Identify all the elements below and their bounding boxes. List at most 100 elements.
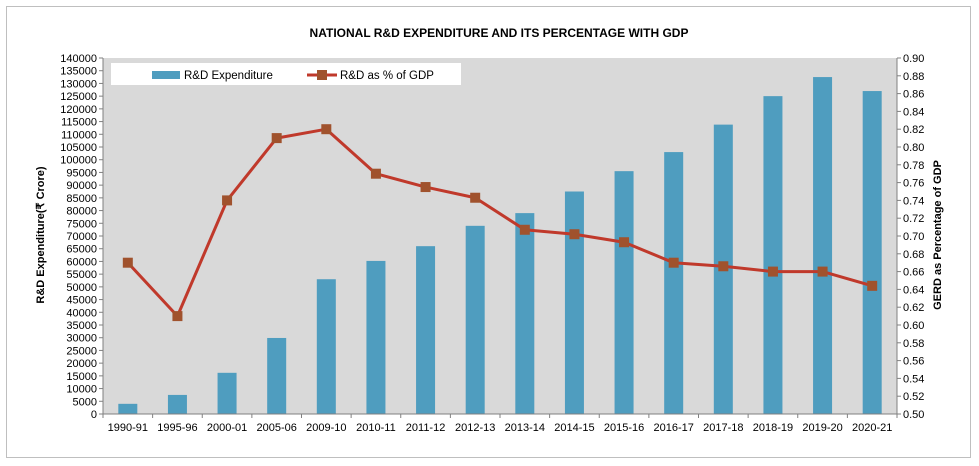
- bar: [813, 77, 833, 415]
- y-left-tick-label: 40000: [66, 307, 97, 319]
- y-right-tick-label: 0.76: [903, 178, 924, 190]
- line-point: [122, 257, 133, 268]
- bar: [167, 394, 187, 414]
- line-point: [271, 133, 282, 144]
- x-tick-label: 1990-91: [108, 422, 148, 434]
- y-right-tick-label: 0.88: [903, 71, 924, 83]
- y-left-tick-label: 0: [91, 409, 97, 421]
- y-right-tick-label: 0.62: [903, 302, 924, 314]
- y-right-tick-label: 0.86: [903, 89, 924, 101]
- y-left-tick-label: 80000: [66, 206, 97, 218]
- y-left-tick-label: 25000: [66, 345, 97, 357]
- y-left-tick-label: 60000: [66, 256, 97, 268]
- y-right-tick-label: 0.56: [903, 356, 924, 368]
- bar: [217, 372, 237, 414]
- bar: [515, 213, 535, 414]
- axes: 0500010000150002000025000300003500040000…: [60, 53, 924, 434]
- y-left-tick-label: 20000: [66, 358, 97, 370]
- y-right-tick-label: 0.84: [903, 106, 924, 118]
- x-tick-label: 2000-01: [207, 422, 247, 434]
- x-tick-label: 2017-18: [703, 422, 743, 434]
- x-tick-label: 2019-20: [802, 422, 842, 434]
- y-left-tick-label: 130000: [60, 78, 97, 90]
- y-left-tick-label: 70000: [66, 231, 97, 243]
- chart-svg: NATIONAL R&D EXPENDITURE AND ITS PERCENT…: [35, 26, 944, 434]
- legend-label-bar: R&D Expenditure: [184, 70, 273, 82]
- x-tick-label: 2015-16: [604, 422, 644, 434]
- bar: [118, 403, 138, 414]
- x-tick-label: 2020-21: [852, 422, 892, 434]
- y-right-tick-label: 0.72: [903, 213, 924, 225]
- bar: [564, 191, 584, 414]
- y-axis-left-title: R&D Expenditure(₹ Crore): [35, 166, 47, 304]
- y-left-tick-label: 10000: [66, 384, 97, 396]
- line-point: [718, 261, 729, 272]
- legend-label-line: R&D as % of GDP: [340, 70, 434, 82]
- line-point: [668, 257, 679, 268]
- y-left-tick-label: 135000: [60, 66, 97, 78]
- y-right-tick-label: 0.80: [903, 142, 924, 154]
- y-right-tick-label: 0.78: [903, 160, 924, 172]
- y-left-tick-label: 35000: [66, 320, 97, 332]
- line-point: [867, 280, 878, 291]
- bar: [416, 246, 436, 414]
- legend: R&D Expenditure R&D as % of GDP: [111, 63, 461, 85]
- y-left-tick-label: 120000: [60, 104, 97, 116]
- bar: [664, 152, 684, 415]
- x-tick-label: 2010-11: [356, 422, 396, 434]
- y-left-tick-label: 115000: [61, 117, 97, 129]
- y-right-tick-label: 0.90: [903, 53, 924, 65]
- y-right-tick-label: 0.66: [903, 267, 924, 279]
- line-point: [222, 195, 233, 206]
- x-tick-label: 2014-15: [554, 422, 594, 434]
- y-left-tick-label: 15000: [66, 371, 97, 383]
- line-point: [370, 168, 381, 179]
- y-right-tick-label: 0.82: [903, 124, 924, 136]
- y-left-tick-label: 100000: [60, 155, 97, 167]
- y-left-tick-label: 45000: [66, 295, 97, 307]
- y-axis-right-title: GERD as Percentage of GDP: [932, 160, 944, 310]
- x-tick-label: 2016-17: [654, 422, 694, 434]
- y-left-tick-label: 140000: [60, 53, 97, 65]
- line-series: [122, 124, 878, 322]
- line-point: [767, 266, 778, 277]
- series-line: [126, 127, 873, 318]
- legend-swatch-marker: [317, 70, 327, 80]
- y-left-tick-label: 105000: [60, 142, 97, 154]
- y-left-tick-label: 110000: [61, 129, 97, 141]
- bar: [316, 279, 336, 414]
- x-tick-label: 2011-12: [406, 422, 446, 434]
- y-right-tick-label: 0.68: [903, 249, 924, 261]
- bar: [862, 91, 882, 415]
- x-tick-label: 2013-14: [505, 422, 545, 434]
- legend-swatch-bar: [152, 71, 180, 79]
- x-tick-label: 2009-10: [306, 422, 346, 434]
- line-point: [619, 237, 630, 248]
- x-tick-label: 2018-19: [753, 422, 793, 434]
- y-right-tick-label: 0.64: [903, 284, 924, 296]
- y-left-tick-label: 50000: [66, 282, 97, 294]
- y-left-tick-label: 65000: [66, 244, 97, 256]
- y-left-tick-label: 90000: [66, 180, 97, 192]
- y-left-tick-label: 85000: [66, 193, 97, 205]
- bar: [614, 171, 634, 414]
- line-point: [321, 124, 332, 135]
- y-left-tick-label: 30000: [66, 333, 97, 345]
- legend-box: [111, 63, 461, 85]
- line-point: [172, 311, 183, 322]
- x-tick-label: 2005-06: [257, 422, 297, 434]
- chart-title: NATIONAL R&D EXPENDITURE AND ITS PERCENT…: [310, 26, 689, 40]
- y-left-tick-label: 95000: [66, 167, 97, 179]
- y-right-tick-label: 0.52: [903, 391, 924, 403]
- y-left-tick-label: 75000: [66, 218, 97, 230]
- bar: [465, 225, 485, 414]
- x-tick-label: 2012-13: [455, 422, 495, 434]
- line-point: [569, 229, 580, 240]
- y-right-tick-label: 0.50: [903, 409, 924, 421]
- x-tick-label: 1995-96: [157, 422, 197, 434]
- bar: [763, 96, 783, 415]
- y-right-tick-label: 0.54: [903, 373, 924, 385]
- y-right-tick-label: 0.60: [903, 320, 924, 332]
- line-point: [420, 182, 431, 193]
- y-left-tick-label: 125000: [60, 91, 97, 103]
